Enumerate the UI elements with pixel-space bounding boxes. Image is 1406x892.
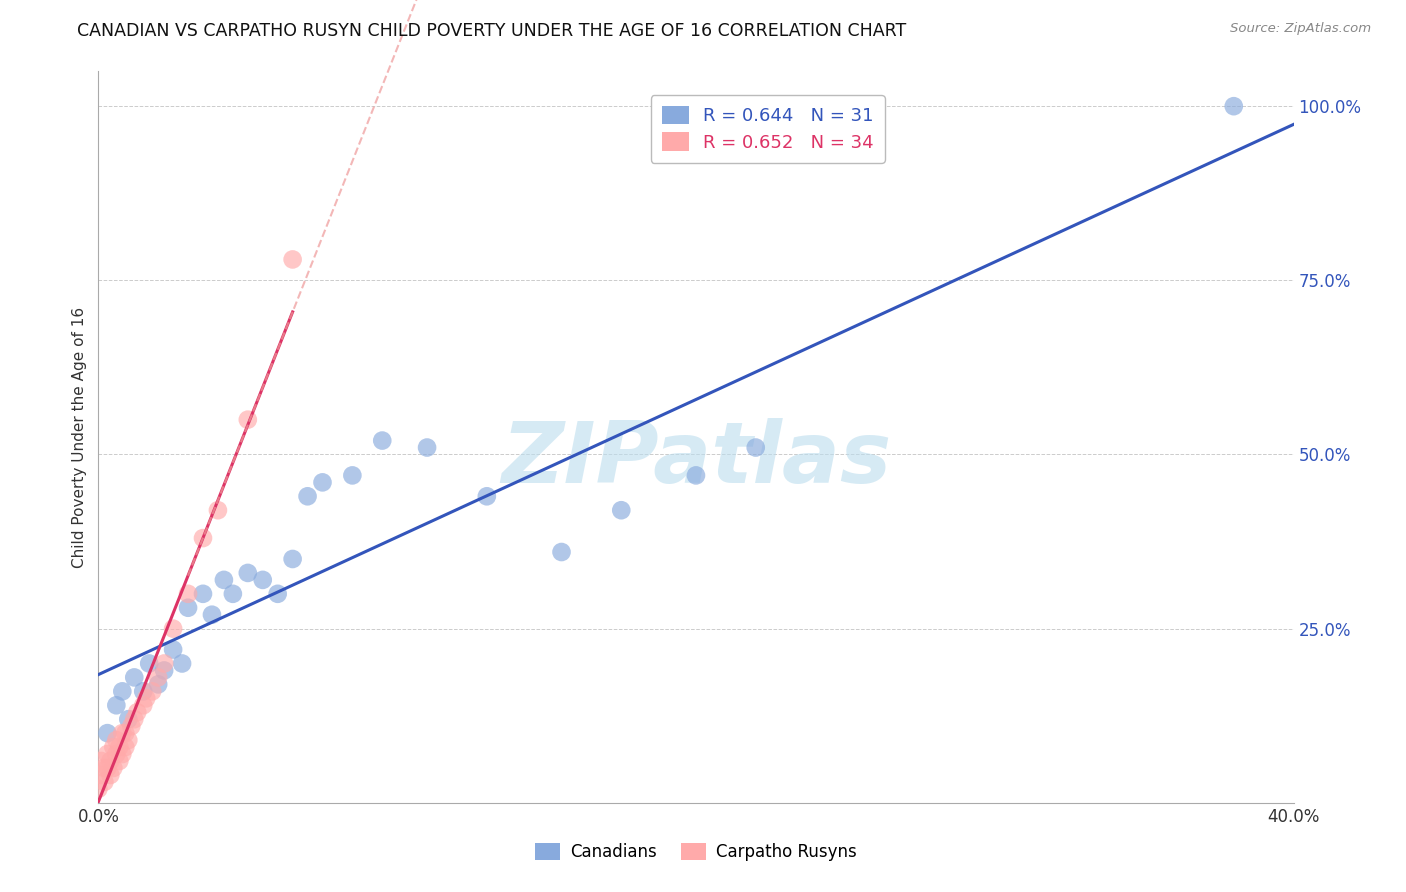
Point [98, 768, 122, 782]
Point [132, 684, 155, 698]
Point [96, 761, 118, 775]
Point [135, 691, 157, 706]
Point [148, 670, 170, 684]
Point [475, 489, 498, 503]
Point [162, 622, 184, 636]
Point [141, 684, 163, 698]
Point [153, 657, 176, 671]
Point [114, 726, 136, 740]
Point [103, 740, 125, 755]
Point [252, 573, 274, 587]
Point [281, 252, 304, 267]
Point [90, 768, 112, 782]
Point [685, 468, 707, 483]
Point [103, 761, 125, 775]
Point [114, 740, 136, 755]
Point [111, 747, 134, 761]
Point [138, 657, 160, 671]
Point [222, 587, 245, 601]
Point [153, 664, 176, 678]
Point [105, 733, 128, 747]
Point [177, 587, 200, 601]
Point [416, 441, 439, 455]
Point [132, 698, 155, 713]
Point [111, 726, 134, 740]
Point [267, 587, 290, 601]
Point [281, 552, 304, 566]
Point [311, 475, 333, 490]
Point [93, 775, 115, 789]
Point [87, 781, 110, 796]
Point [172, 657, 194, 671]
Point [111, 684, 134, 698]
Point [201, 607, 224, 622]
Point [191, 531, 214, 545]
Legend: Canadians, Carpatho Rusyns: Canadians, Carpatho Rusyns [529, 836, 863, 868]
Point [342, 468, 364, 483]
Point [108, 754, 131, 768]
Point [1223, 99, 1246, 113]
Point [191, 587, 214, 601]
Y-axis label: Child Poverty Under the Age of 16: Child Poverty Under the Age of 16 [72, 307, 87, 567]
Point [96, 726, 118, 740]
Point [371, 434, 394, 448]
Point [550, 545, 572, 559]
Point [127, 705, 149, 719]
Point [212, 573, 235, 587]
Point [207, 503, 229, 517]
Point [105, 698, 128, 713]
Point [105, 747, 128, 761]
Text: CANADIAN VS CARPATHO RUSYN CHILD POVERTY UNDER THE AGE OF 16 CORRELATION CHART: CANADIAN VS CARPATHO RUSYN CHILD POVERTY… [77, 22, 907, 40]
Point [108, 740, 131, 755]
Point [117, 733, 139, 747]
Point [93, 761, 115, 775]
Point [120, 719, 142, 733]
Point [98, 754, 122, 768]
Point [124, 712, 146, 726]
Text: ZIPatlas: ZIPatlas [501, 417, 891, 500]
Text: Source: ZipAtlas.com: Source: ZipAtlas.com [1230, 22, 1371, 36]
Point [117, 712, 139, 726]
Point [162, 642, 184, 657]
Point [90, 754, 112, 768]
Point [610, 503, 633, 517]
Point [177, 600, 200, 615]
Point [236, 566, 259, 580]
Point [96, 747, 118, 761]
Point [745, 441, 768, 455]
Point [236, 412, 259, 426]
Point [124, 670, 146, 684]
Point [297, 489, 319, 503]
Point [148, 677, 170, 691]
